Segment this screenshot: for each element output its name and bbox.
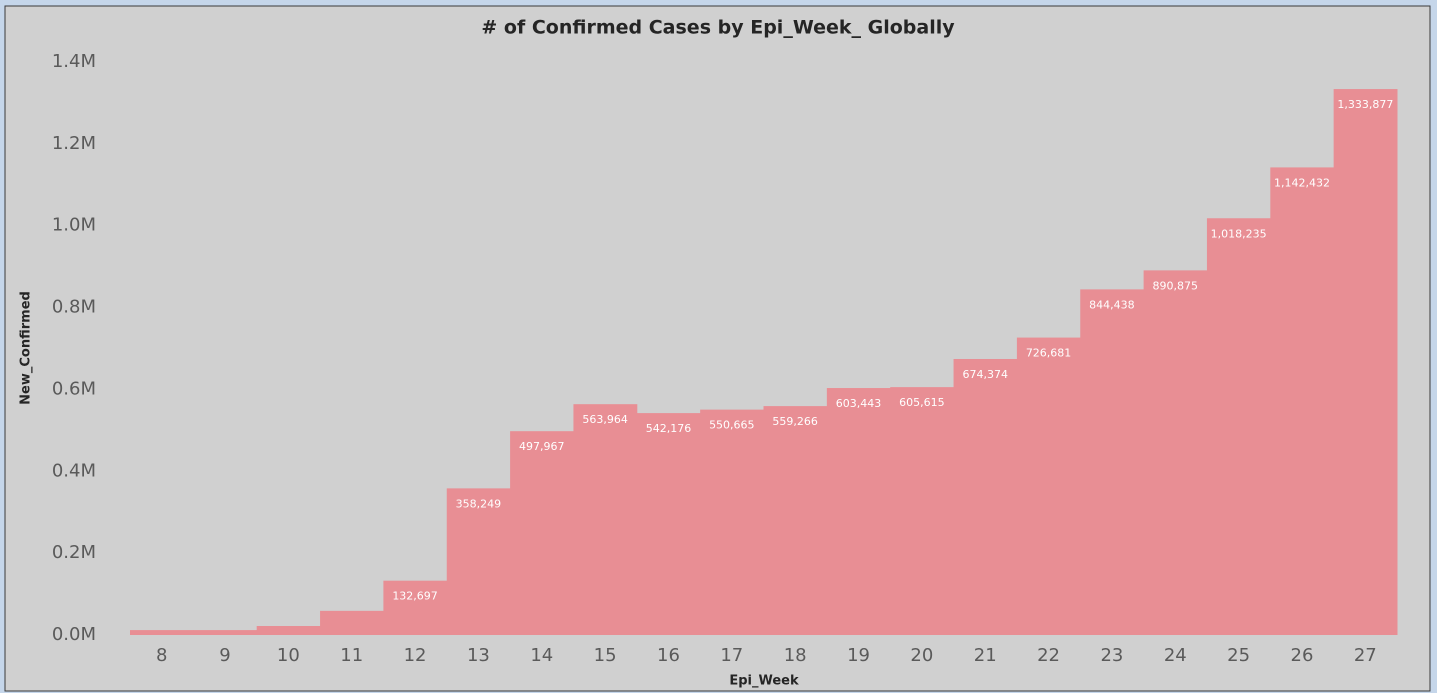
bar	[573, 404, 638, 635]
data-label: 844,438	[1089, 298, 1135, 311]
y-tick-label: 0.6M	[52, 378, 96, 399]
data-label: 674,374	[962, 368, 1008, 381]
x-tick-label: 11	[340, 645, 363, 666]
y-tick-label: 1.0M	[52, 215, 96, 236]
x-tick-label: 22	[1037, 645, 1060, 666]
data-label: 1,333,877	[1337, 98, 1393, 111]
data-label: 1,018,235	[1211, 227, 1267, 240]
x-tick-label: 21	[974, 645, 997, 666]
x-tick-label: 13	[467, 645, 490, 666]
data-label: 132,697	[392, 590, 438, 603]
data-label: 603,443	[836, 397, 882, 410]
data-label: 550,665	[709, 419, 755, 432]
data-label: 559,266	[772, 415, 818, 428]
bar	[193, 630, 258, 635]
data-label: 563,964	[582, 413, 628, 426]
bar	[383, 580, 448, 635]
x-tick-label: 20	[910, 645, 933, 666]
bar	[320, 610, 384, 635]
bar	[1206, 218, 1271, 635]
data-label: 497,967	[519, 440, 565, 453]
x-tick-label: 9	[219, 645, 230, 666]
bar	[636, 413, 701, 635]
x-tick-label: 16	[657, 645, 680, 666]
y-axis-label: New_Confirmed	[19, 291, 34, 405]
x-tick-label: 14	[530, 645, 553, 666]
x-tick-label: 15	[594, 645, 617, 666]
x-tick-label: 27	[1354, 645, 1377, 666]
y-tick-label: 0.8M	[52, 297, 96, 318]
bar	[1333, 89, 1398, 635]
data-label: 726,681	[1026, 347, 1072, 360]
y-tick-label: 1.2M	[52, 133, 96, 154]
x-axis-label: Epi_Week	[729, 674, 799, 689]
y-tick-label: 0.4M	[52, 460, 96, 481]
bar	[826, 388, 891, 635]
x-tick-label: 25	[1227, 645, 1250, 666]
x-tick-label: 8	[156, 645, 167, 666]
data-label: 542,176	[646, 422, 692, 435]
x-tick-label: 26	[1291, 645, 1314, 666]
chart-title: # of Confirmed Cases by Epi_Week_ Global…	[481, 17, 955, 39]
y-tick-label: 1.4M	[52, 51, 96, 72]
data-label: 358,249	[456, 497, 502, 510]
bar	[256, 625, 321, 635]
bar	[700, 409, 764, 635]
bar	[953, 358, 1018, 635]
bar	[890, 387, 955, 635]
bar	[446, 488, 511, 635]
data-label: 605,615	[899, 396, 945, 409]
bar	[1016, 337, 1081, 635]
bar	[1270, 167, 1335, 636]
data-label: 1,142,432	[1274, 176, 1330, 189]
x-tick-label: 10	[277, 645, 300, 666]
y-tick-label: 0.2M	[52, 542, 96, 563]
y-tick-label: 0.0M	[52, 624, 96, 645]
x-tick-label: 19	[847, 645, 870, 666]
x-tick-label: 12	[404, 645, 427, 666]
x-tick-label: 24	[1164, 645, 1187, 666]
data-label: 890,875	[1153, 279, 1199, 292]
x-tick-label: 17	[720, 645, 743, 666]
bar	[763, 406, 828, 635]
bar	[130, 630, 194, 635]
x-tick-label: 18	[784, 645, 807, 666]
x-tick-label: 23	[1100, 645, 1123, 666]
bar	[510, 431, 574, 635]
bar	[1080, 289, 1145, 635]
bar	[1143, 270, 1208, 635]
